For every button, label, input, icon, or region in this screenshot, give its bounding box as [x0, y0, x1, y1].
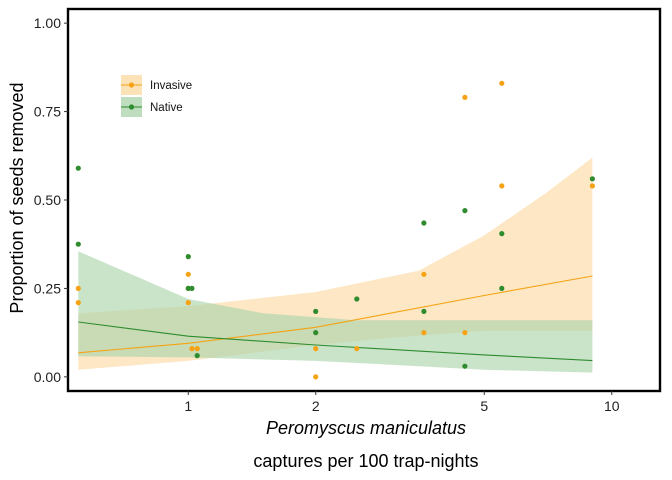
native-point	[313, 330, 319, 336]
legend-key-native-point	[128, 104, 135, 110]
native-point	[185, 254, 191, 260]
y-tick-label: 0.00	[34, 369, 61, 385]
invasive-fit-line	[78, 275, 593, 354]
x-tick-label: 5	[480, 398, 488, 414]
invasive-point	[421, 271, 427, 277]
x-axis-title-species: Peromyscus maniculatus	[266, 418, 466, 438]
invasive-point	[185, 271, 191, 277]
native-point	[354, 296, 360, 302]
native-confidence-band	[78, 251, 593, 373]
native-point	[185, 285, 191, 291]
x-tick-label: 1	[184, 398, 192, 414]
invasive-point	[354, 346, 360, 352]
native-point	[462, 363, 468, 369]
native-point	[75, 165, 81, 171]
invasive-point	[421, 330, 427, 336]
invasive-point	[189, 346, 195, 352]
invasive-point	[75, 285, 81, 291]
plot-area	[66, 7, 662, 393]
native-point	[189, 285, 195, 291]
legend: Invasive Native	[121, 75, 192, 117]
native-point	[75, 241, 81, 247]
native-point	[499, 231, 505, 237]
x-axis-title-units: captures per 100 trap-nights	[253, 451, 478, 471]
invasive-point	[313, 374, 319, 380]
invasive-point	[194, 346, 200, 352]
native-point	[313, 308, 319, 314]
y-tick-label: 0.75	[34, 104, 61, 120]
invasive-point	[589, 183, 596, 189]
invasive-point	[313, 346, 319, 352]
y-tick-label: 0.25	[34, 280, 61, 296]
x-tick-label: 2	[312, 398, 320, 414]
invasive-point	[462, 330, 468, 336]
legend-label-invasive: Invasive	[150, 80, 192, 92]
invasive-point	[185, 300, 191, 306]
legend-label-native: Native	[150, 102, 183, 114]
x-axis: 1 2 5 10	[184, 391, 620, 414]
native-point	[421, 308, 427, 314]
legend-key-invasive-point	[128, 82, 135, 88]
invasive-point	[499, 183, 505, 189]
invasive-point	[462, 94, 468, 100]
invasive-point	[499, 80, 505, 86]
y-axis-title: Proportion of seeds removed	[7, 82, 27, 313]
native-point	[462, 208, 468, 214]
invasive-point	[75, 300, 81, 306]
native-point	[421, 220, 427, 226]
x-tick-label: 10	[604, 398, 620, 414]
native-point	[194, 353, 200, 359]
native-point	[499, 285, 505, 291]
y-tick-label: 0.50	[34, 192, 61, 208]
y-axis: 0.00 0.25 0.50 0.75 1.00	[34, 15, 68, 385]
y-tick-label: 1.00	[34, 15, 61, 31]
native-fit-line	[78, 321, 593, 362]
native-point	[589, 176, 596, 182]
